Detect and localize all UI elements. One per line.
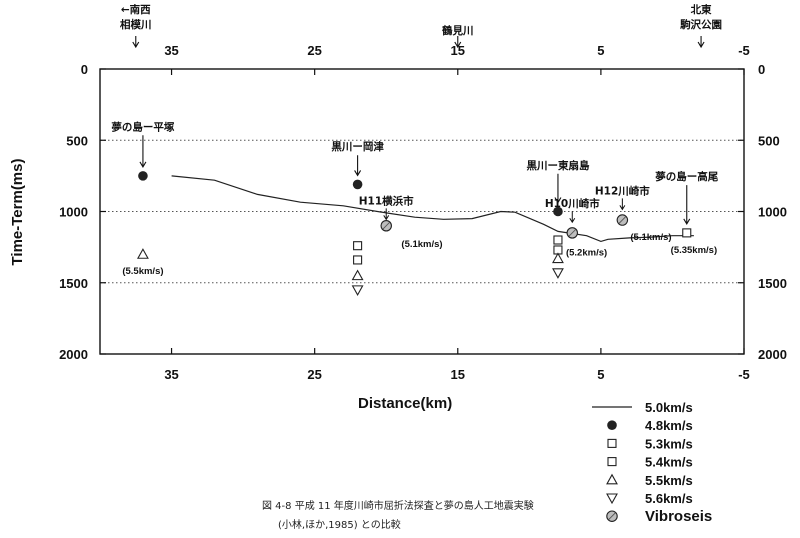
- data-point-hatch: [382, 222, 390, 230]
- x-tick-labels-bottom: 35 25 15 5 -5: [164, 367, 749, 382]
- down-arrow-icon: [454, 36, 462, 49]
- legend-label: 5.4km/s: [645, 455, 693, 470]
- y-tick-label: 1000: [758, 205, 787, 220]
- legend-swatch: [607, 438, 617, 448]
- annotation-label: (5.35km/s): [671, 245, 717, 256]
- annotation-label: H11横浜市: [359, 194, 414, 207]
- legend-swatch-hatch: [608, 512, 616, 520]
- annotation-label: 夢の島ー高尾: [655, 170, 718, 183]
- data-point: [682, 228, 692, 238]
- legend-swatch: [607, 457, 617, 467]
- legend-label: 5.0km/s: [645, 400, 693, 415]
- data-point: [138, 171, 148, 181]
- annotation-label: 黒川ー岡津: [331, 140, 384, 153]
- x-tick-label: 5: [597, 43, 604, 58]
- x-tick-labels-top: 35 25 15 5 -5: [164, 43, 749, 58]
- top-location-label: 鶴見川: [442, 24, 474, 37]
- legend-label: 5.6km/s: [645, 491, 693, 506]
- y-tick-label: 2000: [758, 347, 787, 362]
- pointer-arrow-icon: [139, 135, 147, 168]
- annotation-label: (5.5km/s): [122, 266, 163, 277]
- series-line-5-0kms: [171, 175, 694, 243]
- data-point: [353, 255, 363, 265]
- y-tick-label: 500: [758, 133, 780, 148]
- annotation-label: H12川崎市: [595, 184, 650, 197]
- x-tick-label: 25: [307, 43, 321, 58]
- pointer-arrow-icon: [683, 185, 691, 225]
- y-tick-label: 500: [66, 133, 88, 148]
- top-location-label: 相模川: [120, 18, 152, 31]
- pointer-arrow-icon: [354, 155, 362, 177]
- data-point: [351, 269, 364, 281]
- data-point: [136, 248, 149, 259]
- legend-label: 5.3km/s: [645, 436, 693, 451]
- pointer-arrow-icon: [554, 173, 562, 204]
- annotation-label: (5.1km/s): [630, 232, 671, 243]
- data-point: [553, 206, 563, 217]
- annotation-label: (5.2km/s): [566, 248, 607, 259]
- down-arrow-icon: [697, 36, 705, 49]
- top-location-label: 駒沢公園: [679, 18, 722, 31]
- data-point: [353, 241, 363, 251]
- down-arrow-icon: [132, 36, 140, 49]
- grid-lines: [100, 139, 744, 284]
- data-point: [552, 268, 564, 279]
- x-tick-label: -5: [738, 43, 750, 58]
- pointer-arrow-icon: [619, 198, 626, 211]
- x-axis-title: Distance(km): [358, 395, 452, 412]
- data-point-hatch: [568, 229, 576, 237]
- y-tick-label: 0: [81, 62, 88, 77]
- data-point-hatch: [618, 216, 626, 224]
- pointer-arrow-icon: [569, 211, 576, 224]
- data-point: [352, 179, 363, 190]
- x-tick-label: 25: [307, 367, 321, 382]
- legend: 5.0km/s 4.8km/s 5.3km/s 5.4km/s 5.5km/s 5.6km…: [592, 400, 712, 525]
- x-tick-label: 5: [597, 367, 604, 382]
- legend-swatch: [607, 420, 617, 431]
- y-tick-labels-right: 0 500 1000 1500 2000: [758, 62, 787, 362]
- annotation-label: (5.1km/s): [401, 239, 442, 250]
- annotation-label: 夢の島ー平塚: [111, 120, 174, 133]
- top-location-label: ←南西: [121, 3, 151, 16]
- x-tick-label: 15: [451, 367, 465, 382]
- data-point: [553, 235, 563, 245]
- y-tick-label: 0: [758, 62, 765, 77]
- x-tick-label: -5: [738, 367, 750, 382]
- pointer-arrow-icon: [383, 208, 390, 221]
- annotation-label: 黒川ー東扇島: [526, 159, 589, 172]
- y-tick-label: 2000: [59, 347, 88, 362]
- axis-ticks: [100, 68, 745, 355]
- data-point: [552, 252, 564, 264]
- annotation-label: H10川崎市: [545, 197, 600, 210]
- top-location-label: 北東: [691, 3, 712, 16]
- data-series: [136, 171, 694, 297]
- x-tick-label: 15: [451, 43, 465, 58]
- y-axis-title: Time-Term(ms): [9, 159, 26, 266]
- legend-swatch: [606, 493, 618, 505]
- legend-label: 4.8km/s: [645, 418, 693, 433]
- caption-line-1: 図 4-8 平成 11 年度川崎市屈折法探査と夢の島人工地震実験: [262, 499, 534, 512]
- y-tick-labels-left: 0 500 1000 1500 2000: [59, 62, 88, 362]
- x-tick-label: 35: [164, 43, 178, 58]
- legend-label: Vibroseis: [645, 508, 712, 525]
- x-tick-label: 35: [164, 367, 178, 382]
- y-tick-label: 1500: [758, 276, 787, 291]
- legend-swatch: [606, 473, 618, 485]
- data-point: [351, 285, 364, 297]
- caption-line-2: (小林,ほか,1985) との比較: [278, 518, 401, 531]
- legend-label: 5.5km/s: [645, 473, 693, 488]
- y-tick-label: 1000: [59, 205, 88, 220]
- y-tick-label: 1500: [59, 276, 88, 291]
